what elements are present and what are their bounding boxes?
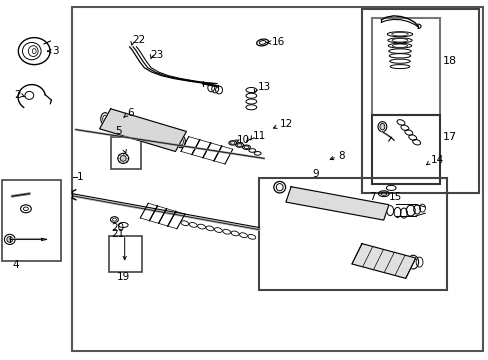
Text: 15: 15 bbox=[388, 192, 402, 202]
Text: 2: 2 bbox=[15, 90, 21, 100]
Ellipse shape bbox=[120, 156, 126, 161]
Text: 16: 16 bbox=[271, 37, 285, 48]
Text: 6: 6 bbox=[127, 108, 134, 118]
Polygon shape bbox=[100, 109, 186, 152]
Text: 11: 11 bbox=[253, 131, 266, 141]
Bar bbox=[111, 137, 141, 169]
Text: 14: 14 bbox=[430, 155, 444, 165]
Text: 3: 3 bbox=[52, 46, 59, 56]
Text: 5: 5 bbox=[115, 126, 122, 136]
Bar bbox=[371, 115, 439, 184]
Text: 1: 1 bbox=[77, 172, 83, 182]
Text: 12: 12 bbox=[279, 119, 292, 129]
Ellipse shape bbox=[379, 123, 384, 130]
Text: 22: 22 bbox=[132, 35, 145, 45]
Text: 18: 18 bbox=[442, 56, 456, 66]
Bar bbox=[371, 18, 439, 115]
Bar bbox=[72, 7, 482, 351]
Bar bbox=[361, 9, 478, 193]
Text: 4: 4 bbox=[12, 260, 19, 270]
Polygon shape bbox=[351, 244, 415, 278]
Text: 21: 21 bbox=[111, 229, 124, 239]
Ellipse shape bbox=[7, 237, 13, 242]
Text: 13: 13 bbox=[258, 82, 271, 92]
Text: 19: 19 bbox=[116, 272, 129, 282]
Text: 9: 9 bbox=[311, 168, 318, 179]
Bar bbox=[108, 236, 142, 272]
Bar bbox=[2, 180, 61, 261]
Polygon shape bbox=[285, 187, 388, 220]
Text: 7: 7 bbox=[368, 192, 375, 202]
Text: 8: 8 bbox=[338, 151, 345, 161]
Text: 23: 23 bbox=[150, 50, 163, 60]
Text: 20: 20 bbox=[111, 222, 124, 233]
Text: 17: 17 bbox=[442, 132, 456, 142]
Text: 10: 10 bbox=[236, 135, 249, 145]
Bar bbox=[259, 178, 447, 290]
